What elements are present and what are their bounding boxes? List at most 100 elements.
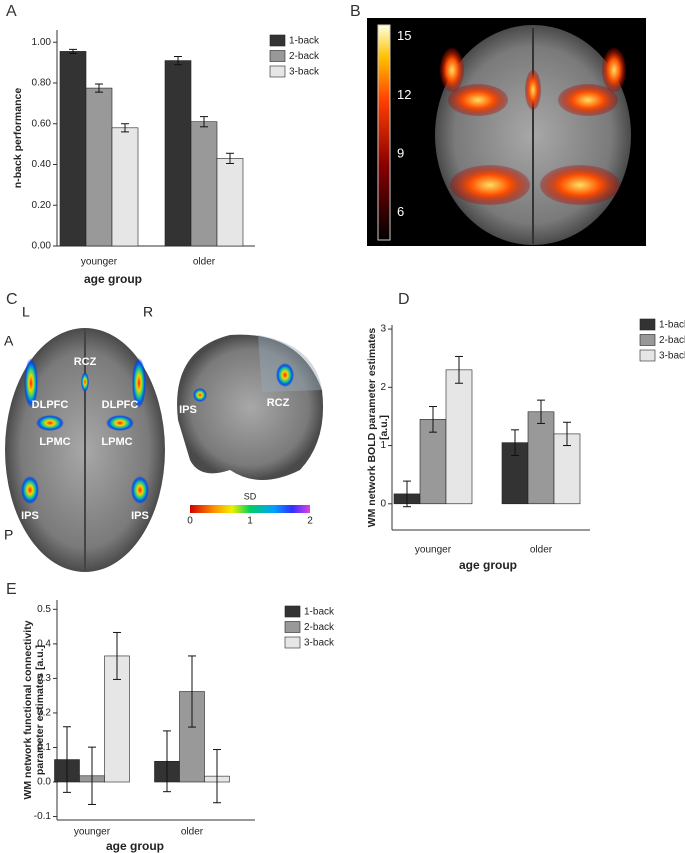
legend-label: 3-back bbox=[304, 638, 335, 649]
error-bar bbox=[455, 355, 463, 384]
y-tick-label: 0.80 bbox=[32, 78, 52, 89]
y-tick-label: 0.4 bbox=[37, 639, 51, 650]
y-tick-label: 0.1 bbox=[37, 742, 51, 753]
bar bbox=[527, 411, 555, 505]
y-tick-label: 2 bbox=[380, 382, 386, 393]
legend-swatch bbox=[639, 349, 656, 362]
error-bar bbox=[69, 48, 77, 54]
orientation-label: P bbox=[4, 527, 13, 543]
y-tick-label: 0.0 bbox=[37, 777, 51, 788]
x-tick-label: older bbox=[181, 827, 204, 838]
y-tick-label: 0.3 bbox=[37, 673, 51, 684]
panel-b-image bbox=[367, 18, 646, 246]
orientation-label: R bbox=[143, 304, 153, 320]
y-tick-label: 0.60 bbox=[32, 118, 52, 129]
colorbar-tick-label: 15 bbox=[397, 28, 411, 43]
y-tick-label: 0.5 bbox=[37, 604, 51, 615]
colorbar-tick-label: 12 bbox=[397, 87, 411, 102]
y-axis-label: WM network BOLD parameter estimates bbox=[366, 328, 378, 528]
legend-swatch bbox=[639, 318, 656, 331]
bar bbox=[164, 60, 192, 247]
legend-swatch bbox=[269, 65, 286, 78]
error-bar bbox=[188, 655, 196, 728]
error-bar bbox=[163, 730, 171, 793]
error-bar bbox=[113, 631, 121, 680]
legend-swatch bbox=[639, 334, 656, 346]
error-bar bbox=[563, 421, 571, 447]
bar bbox=[111, 127, 139, 247]
y-tick-label: 3 bbox=[380, 324, 386, 335]
legend-label: 3-back bbox=[659, 351, 685, 362]
orientation-label: L bbox=[22, 304, 30, 320]
region-label: IPS bbox=[131, 510, 149, 522]
legend-label: 1-back bbox=[289, 36, 320, 47]
legend-swatch bbox=[284, 605, 301, 618]
region-label: RCZ bbox=[267, 397, 290, 409]
legend-label: 1-back bbox=[304, 607, 335, 618]
x-tick-label: younger bbox=[415, 545, 452, 556]
panel-label: C bbox=[6, 291, 18, 308]
error-bar bbox=[63, 726, 71, 793]
legend-label: 2-back bbox=[659, 335, 685, 346]
x-tick-label: older bbox=[530, 545, 553, 556]
y-tick-label: 0.20 bbox=[32, 200, 52, 211]
region-label: RCZ bbox=[74, 356, 97, 368]
y-axis-label: parameter estimates [a.u.] bbox=[34, 645, 46, 775]
y-axis-label: [a.u.] bbox=[378, 415, 390, 440]
y-axis-label: n-back performance bbox=[12, 88, 24, 189]
panel-label: B bbox=[350, 3, 361, 20]
error-bar bbox=[88, 746, 96, 805]
colorbar-tick-label: 6 bbox=[397, 204, 404, 219]
panel-label: A bbox=[6, 3, 17, 20]
error-bar bbox=[174, 55, 182, 66]
region-label: IPS bbox=[179, 404, 197, 416]
region-label: LPMC bbox=[39, 436, 70, 448]
region-label: IPS bbox=[21, 510, 39, 522]
legend-swatch bbox=[269, 50, 286, 62]
bar bbox=[85, 87, 113, 247]
legend-label: 2-back bbox=[304, 622, 335, 633]
y-tick-label: 0.40 bbox=[32, 159, 52, 170]
colorbar-tick-label: 0 bbox=[187, 516, 193, 527]
error-bar bbox=[537, 399, 545, 424]
x-tick-label: older bbox=[193, 257, 216, 268]
legend-swatch bbox=[284, 636, 301, 649]
legend-label: 2-back bbox=[289, 51, 320, 62]
orientation-label: A bbox=[4, 333, 14, 349]
colorbar-tick-label: 2 bbox=[307, 516, 313, 527]
region-label: DLPFC bbox=[32, 399, 69, 411]
bar bbox=[419, 419, 447, 505]
legend-swatch bbox=[269, 34, 286, 47]
error-bar bbox=[200, 116, 208, 128]
bar bbox=[445, 369, 473, 505]
x-tick-label: younger bbox=[74, 827, 111, 838]
panel-label: E bbox=[6, 581, 17, 598]
bar bbox=[59, 51, 87, 247]
error-bar bbox=[403, 480, 411, 508]
panel-label: D bbox=[398, 291, 410, 308]
colorbar-title: SD bbox=[244, 491, 257, 501]
y-tick-label: 0.2 bbox=[37, 708, 51, 719]
y-axis-label: WM network functional connectivity bbox=[22, 620, 34, 799]
legend-swatch bbox=[284, 621, 301, 633]
x-axis-label: age group bbox=[106, 839, 164, 853]
error-bar bbox=[213, 749, 221, 804]
panel-c-images bbox=[5, 328, 324, 572]
y-tick-label: 0 bbox=[380, 498, 386, 509]
bar bbox=[216, 158, 244, 247]
legend-label: 1-back bbox=[659, 320, 685, 331]
y-tick-label: -0.1 bbox=[34, 811, 52, 822]
region-label: DLPFC bbox=[102, 399, 139, 411]
error-bar bbox=[429, 406, 437, 433]
colorbar-tick-label: 1 bbox=[247, 516, 253, 527]
x-axis-label: age group bbox=[84, 272, 142, 286]
y-tick-label: 1 bbox=[380, 440, 386, 451]
x-tick-label: younger bbox=[81, 257, 118, 268]
legend-label: 3-back bbox=[289, 67, 320, 78]
error-bar bbox=[121, 123, 129, 133]
error-bar bbox=[226, 152, 234, 164]
error-bar bbox=[95, 83, 103, 93]
x-axis-label: age group bbox=[459, 558, 517, 572]
region-label: LPMC bbox=[101, 436, 132, 448]
